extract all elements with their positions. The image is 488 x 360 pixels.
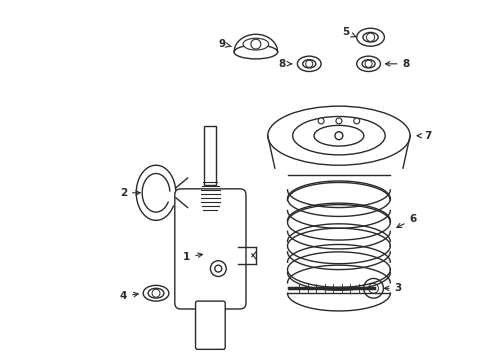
Ellipse shape [292, 117, 385, 155]
Ellipse shape [361, 60, 374, 68]
Circle shape [364, 60, 371, 67]
Text: 4: 4 [120, 291, 138, 301]
Text: 2: 2 [120, 188, 140, 198]
Text: 1: 1 [183, 252, 202, 262]
Circle shape [353, 118, 359, 124]
Ellipse shape [234, 45, 277, 59]
Ellipse shape [302, 60, 315, 68]
Text: 6: 6 [396, 215, 416, 228]
Text: 9: 9 [218, 39, 231, 49]
Ellipse shape [313, 125, 363, 146]
Ellipse shape [356, 56, 380, 72]
Ellipse shape [143, 285, 168, 301]
Circle shape [366, 33, 374, 41]
Ellipse shape [362, 32, 377, 42]
FancyBboxPatch shape [195, 301, 225, 349]
FancyBboxPatch shape [174, 189, 245, 309]
Ellipse shape [148, 288, 163, 298]
Text: 8: 8 [385, 59, 409, 69]
Circle shape [318, 118, 324, 124]
Circle shape [210, 261, 226, 276]
Text: 8: 8 [277, 59, 291, 69]
Ellipse shape [267, 106, 409, 165]
Text: 7: 7 [416, 131, 431, 141]
Ellipse shape [356, 28, 384, 46]
Ellipse shape [243, 38, 268, 50]
Circle shape [214, 265, 221, 272]
Bar [204, 126, 216, 185]
Circle shape [305, 60, 312, 67]
Circle shape [335, 118, 341, 124]
Circle shape [334, 132, 342, 140]
Circle shape [363, 278, 383, 298]
Ellipse shape [297, 56, 321, 72]
Circle shape [152, 289, 160, 297]
Text: 3: 3 [384, 283, 401, 293]
Circle shape [368, 283, 378, 293]
Circle shape [250, 39, 260, 49]
Text: 5: 5 [342, 27, 355, 37]
